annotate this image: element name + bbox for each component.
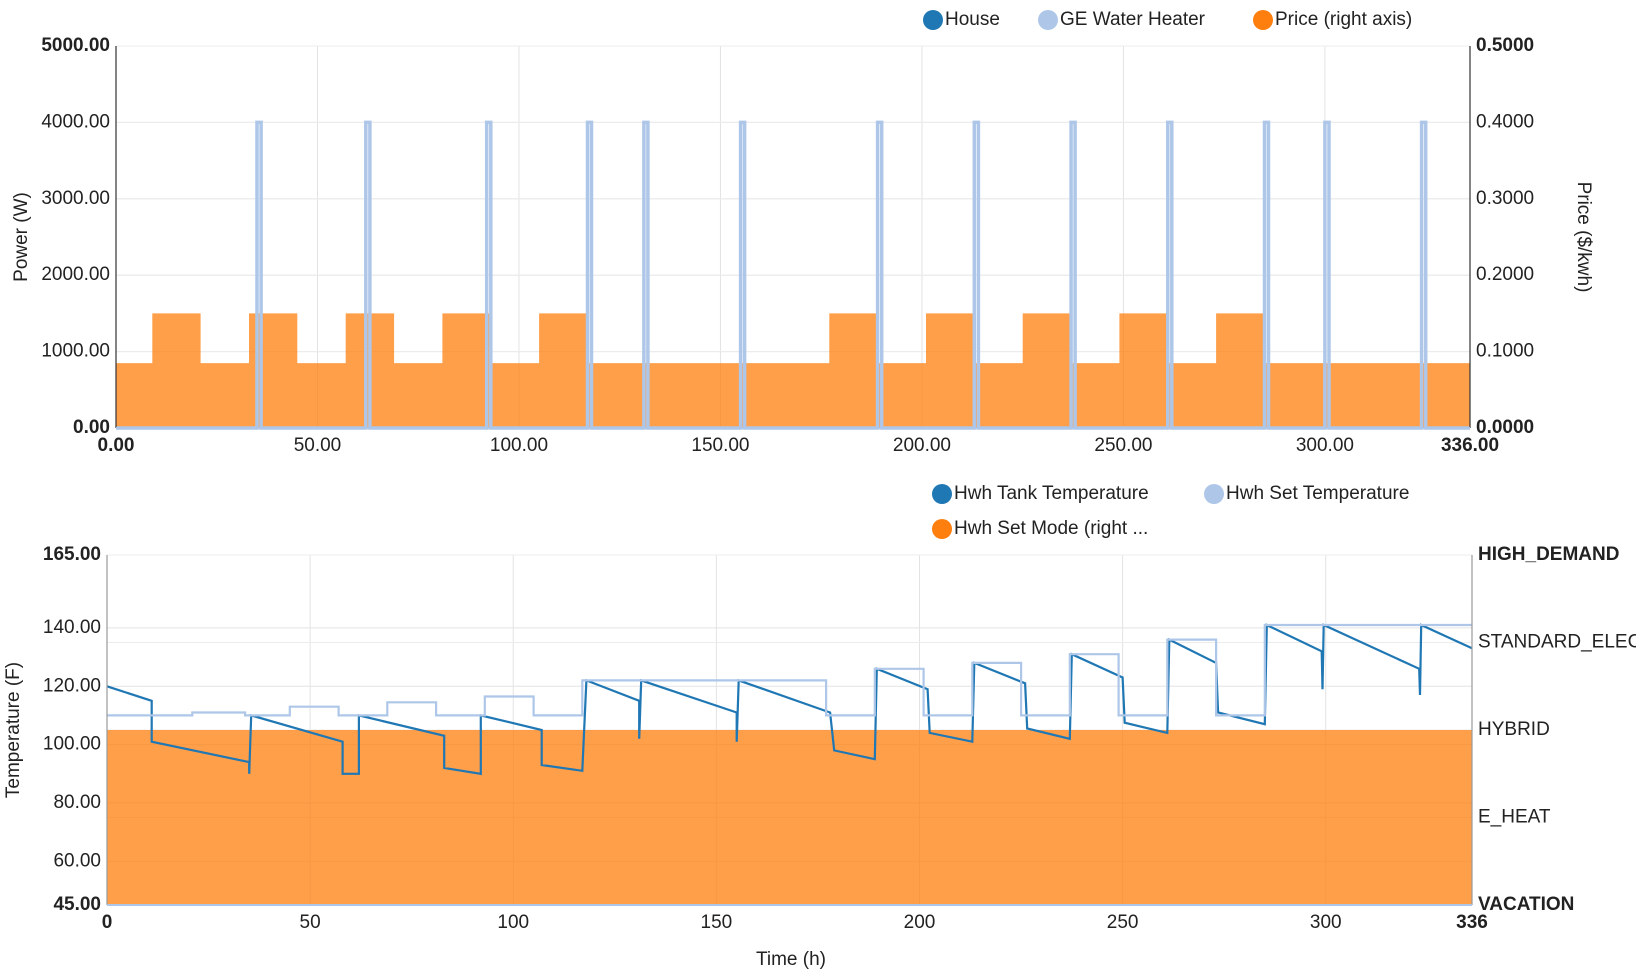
- x-tick-label: 200: [904, 912, 936, 933]
- x-tick-label: 200.00: [893, 435, 951, 456]
- x-tick-label: 250: [1107, 912, 1139, 933]
- y-tick-label: 4000.00: [41, 111, 110, 132]
- y-tick-label: 120.00: [43, 675, 101, 696]
- x-tick-label: 50.00: [294, 435, 342, 456]
- y-axis-title: Power (W): [11, 192, 32, 282]
- y2-tick-label: E_HEAT: [1478, 807, 1551, 828]
- area: [107, 730, 1472, 905]
- x-tick-label: 150: [701, 912, 733, 933]
- x-tick-label: 0: [102, 912, 113, 933]
- y-tick-label: 5000.00: [41, 35, 110, 56]
- y2-tick-label: HYBRID: [1478, 719, 1550, 740]
- x-tick-label: 336.00: [1441, 435, 1499, 456]
- x-tick-label: 150.00: [691, 435, 749, 456]
- legend-marker: [1253, 10, 1273, 30]
- line: [106, 623, 1473, 776]
- area: [116, 313, 1470, 428]
- legend-label: Price (right axis): [1275, 9, 1412, 30]
- y-tick-label: 100.00: [43, 734, 101, 755]
- y2-tick-label: 0.2000: [1476, 264, 1534, 285]
- y-tick-label: 60.00: [53, 850, 101, 871]
- y2-tick-label: 0.3000: [1476, 188, 1534, 209]
- line: [107, 623, 1472, 717]
- y-tick-label: 80.00: [53, 792, 101, 813]
- x-tick-label: 50: [300, 912, 321, 933]
- y-tick-label: 1000.00: [41, 341, 110, 362]
- legend-label: House: [945, 9, 1000, 30]
- x-tick-label: 336: [1456, 912, 1488, 933]
- x-tick-label: 300: [1310, 912, 1342, 933]
- y-tick-label: 45.00: [53, 894, 101, 915]
- y-tick-label: 0.00: [73, 417, 110, 438]
- legend-marker: [932, 519, 952, 539]
- legend-marker: [932, 484, 952, 504]
- y2-tick-label: HIGH_DEMAND: [1478, 544, 1619, 565]
- y2-tick-label: VACATION: [1478, 894, 1574, 915]
- x-tick-label: 100: [497, 912, 529, 933]
- y2-tick-label: 0.4000: [1476, 111, 1534, 132]
- y-tick-label: 140.00: [43, 617, 101, 638]
- legend-marker: [923, 10, 943, 30]
- x-tick-label: 300.00: [1296, 435, 1354, 456]
- legend-label: Hwh Set Mode (right ...: [954, 518, 1148, 539]
- x-tick-label: 250.00: [1094, 435, 1152, 456]
- legend-label: GE Water Heater: [1060, 9, 1206, 30]
- y2-axis-title: Price ($/kwh): [1573, 182, 1594, 293]
- x-axis-title: Time (h): [756, 949, 826, 970]
- y2-tick-label: 0.5000: [1476, 35, 1534, 56]
- legend-label: Hwh Tank Temperature: [954, 483, 1149, 504]
- x-tick-label: 100.00: [490, 435, 548, 456]
- y-tick-label: 2000.00: [41, 264, 110, 285]
- y2-tick-label: 0.0000: [1476, 417, 1534, 438]
- y2-tick-label: 0.1000: [1476, 341, 1534, 362]
- y2-tick-label: STANDARD_ELECTRIC: [1478, 632, 1636, 653]
- x-tick-label: 0.00: [98, 435, 135, 456]
- y-tick-label: 165.00: [43, 544, 101, 565]
- y-tick-label: 3000.00: [41, 188, 110, 209]
- legend-marker: [1204, 484, 1224, 504]
- y-axis-title: Temperature (F): [3, 662, 24, 798]
- legend-label: Hwh Set Temperature: [1226, 483, 1409, 504]
- legend-marker: [1038, 10, 1058, 30]
